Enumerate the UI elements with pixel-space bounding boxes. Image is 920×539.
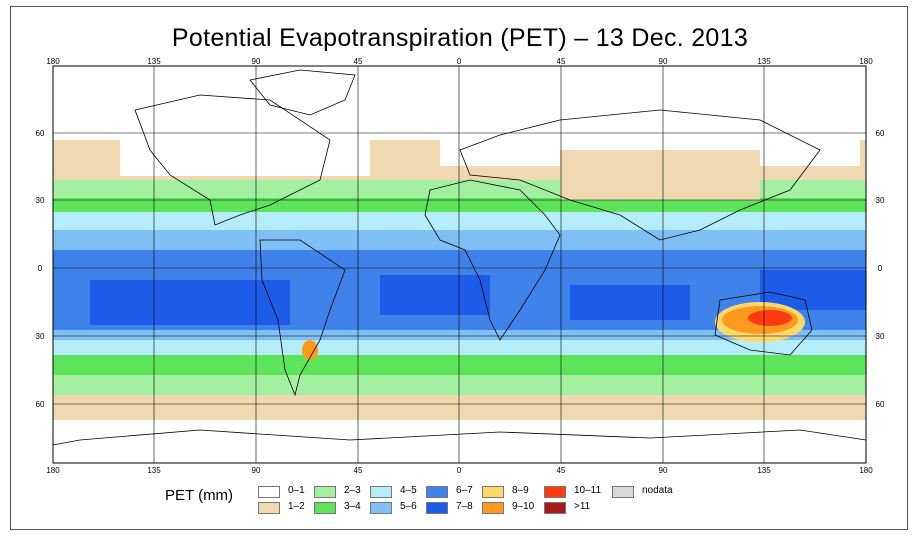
- legend-swatch: [544, 486, 566, 498]
- lon-label: 0: [457, 466, 462, 475]
- lon-label: 135: [147, 466, 161, 475]
- legend-label: 5–6: [400, 501, 417, 512]
- legend-label: 8–9: [512, 485, 529, 496]
- lat-label: 30: [876, 196, 885, 205]
- legend-swatch: [544, 502, 566, 514]
- lat-label: 60: [36, 400, 45, 409]
- legend-label: 2–3: [344, 485, 361, 496]
- lon-label: 0: [457, 57, 462, 66]
- map-border: [52, 65, 867, 464]
- legend-label: nodata: [642, 485, 673, 496]
- graticule: [53, 66, 866, 463]
- legend-label: 7–8: [456, 501, 473, 512]
- legend-swatch: [482, 486, 504, 498]
- lon-label: 135: [147, 57, 161, 66]
- legend-label: 4–5: [400, 485, 417, 496]
- lon-label: 45: [557, 466, 566, 475]
- map-title: Potential Evapotranspiration (PET) – 13 …: [171, 24, 749, 52]
- legend-swatch: [258, 486, 280, 498]
- lat-label: 0: [878, 264, 883, 273]
- lon-label: 180: [859, 57, 873, 66]
- lon-label: 90: [659, 57, 668, 66]
- legend-swatch: [426, 502, 448, 514]
- legend-label: 10–11: [574, 485, 602, 496]
- lon-label: 135: [757, 466, 771, 475]
- legend-label: 0–1: [288, 485, 305, 496]
- legend-label: >11: [574, 501, 591, 512]
- lat-labels-left: 60 30 0 30 60: [36, 129, 45, 409]
- legend-swatch: [258, 502, 280, 514]
- lat-label: 30: [876, 332, 885, 341]
- lat-label: 30: [36, 332, 45, 341]
- legend-swatch: [314, 486, 336, 498]
- legend-swatch: [612, 486, 634, 498]
- legend-swatch: [370, 502, 392, 514]
- figure-frame: [10, 6, 908, 530]
- legend-label: 1–2: [288, 501, 305, 512]
- legend-swatch: [370, 486, 392, 498]
- lat-label: 0: [38, 264, 43, 273]
- pet-field: [53, 66, 866, 463]
- lon-label: 135: [757, 57, 771, 66]
- legend-label: 9–10: [512, 501, 535, 512]
- lat-label: 60: [876, 400, 885, 409]
- lon-label: 180: [859, 466, 873, 475]
- lon-label: 45: [354, 466, 363, 475]
- legend-label: 3–4: [344, 501, 361, 512]
- lon-label: 90: [659, 466, 668, 475]
- legend-swatch: [482, 502, 504, 514]
- lat-labels-right: 60 30 0 30 60: [876, 129, 885, 409]
- lon-label: 90: [252, 466, 261, 475]
- lat-label: 30: [36, 196, 45, 205]
- lon-label: 45: [354, 57, 363, 66]
- lon-label: 180: [46, 466, 60, 475]
- lon-label: 180: [46, 57, 60, 66]
- legend-label: 6–7: [456, 485, 473, 496]
- lat-label: 60: [36, 129, 45, 138]
- lon-labels-top: 180 135 90 45 0 45 90 135 180: [46, 57, 873, 66]
- lon-labels-bottom: 180 135 90 45 0 45 90 135 180: [46, 466, 873, 475]
- legend-swatch: [314, 502, 336, 514]
- legend-title: PET (mm): [165, 487, 234, 504]
- lon-label: 45: [557, 57, 566, 66]
- legend-swatch: [426, 486, 448, 498]
- lat-label: 60: [876, 129, 885, 138]
- lon-label: 90: [252, 57, 261, 66]
